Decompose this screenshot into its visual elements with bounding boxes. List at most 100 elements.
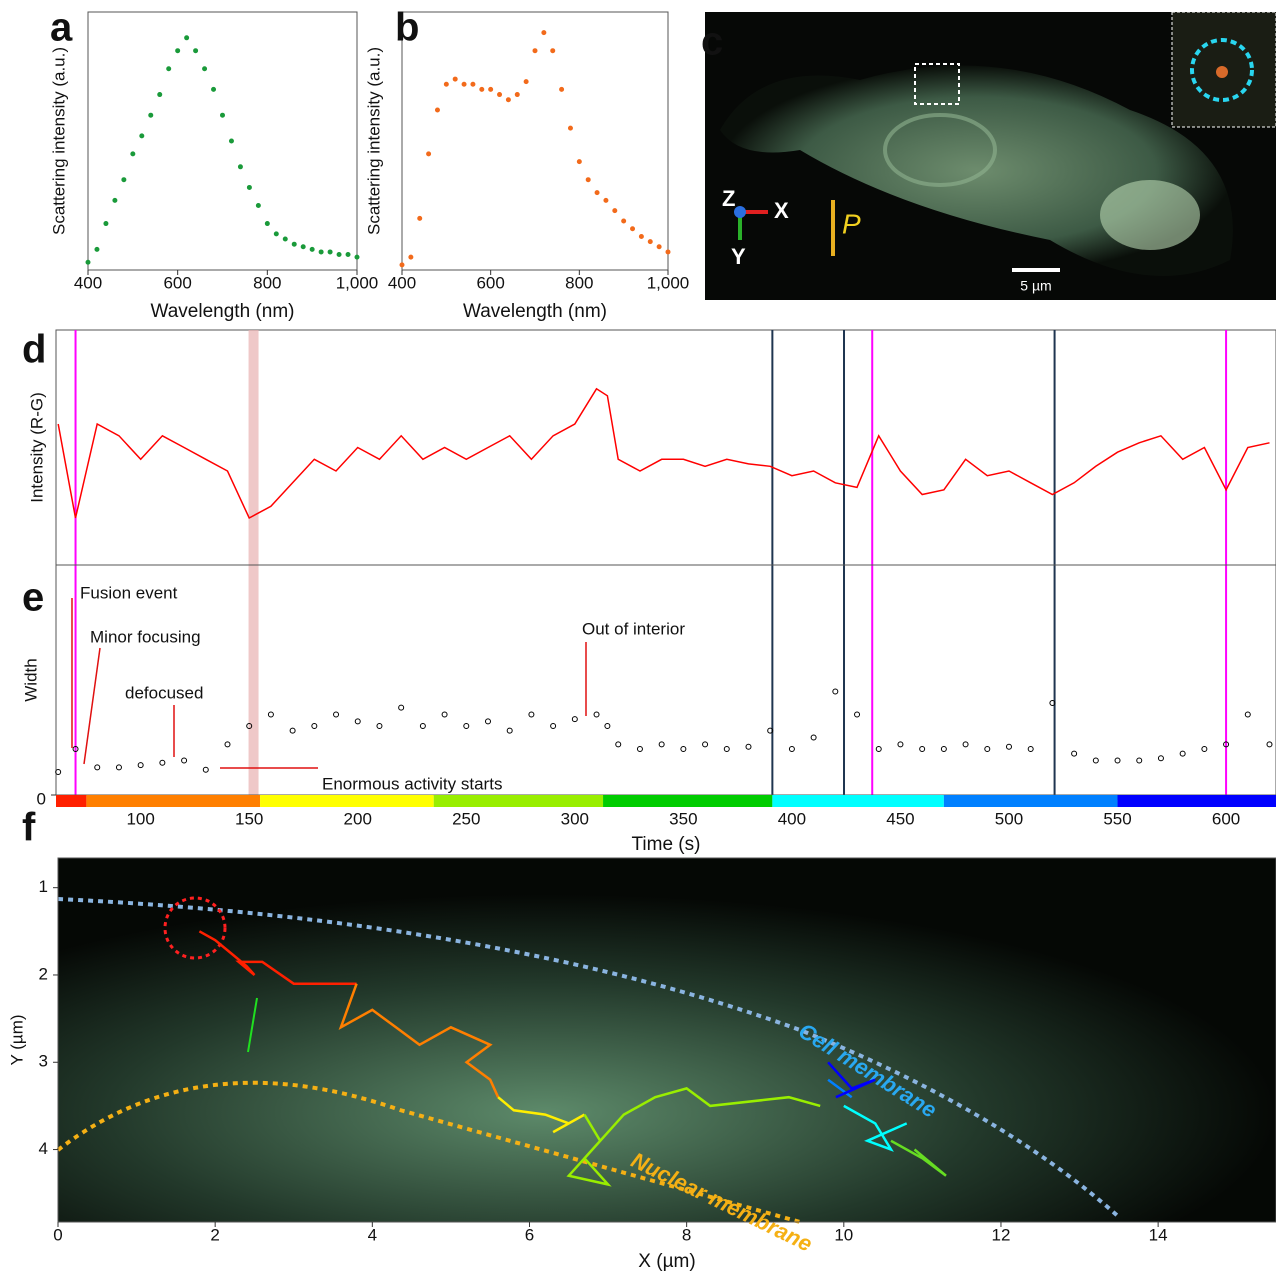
x-axis-label: X (µm): [638, 1251, 695, 1272]
panel-label: e: [22, 576, 44, 620]
data-point: [833, 689, 838, 694]
time-colorbar: [434, 795, 603, 807]
time-colorbar: [56, 795, 86, 807]
y-tick-label: 4: [39, 1139, 48, 1158]
polarization-label: P: [842, 208, 861, 239]
data-point: [920, 747, 925, 752]
data-point: [238, 165, 242, 169]
data-point: [194, 49, 198, 53]
x-tick-label: 450: [886, 809, 914, 828]
data-point: [442, 712, 447, 717]
data-point: [247, 185, 251, 189]
data-point: [485, 719, 490, 724]
data-point: [1093, 758, 1098, 763]
plot-frame: [56, 330, 1276, 565]
data-point: [444, 82, 448, 86]
data-point: [221, 113, 225, 117]
x-tick-label: 300: [561, 809, 589, 828]
data-point: [506, 98, 510, 102]
data-point: [290, 728, 295, 733]
data-point: [551, 724, 556, 729]
data-point: [789, 747, 794, 752]
data-point: [301, 245, 305, 249]
data-point: [355, 255, 359, 259]
x-tick-label: 800: [253, 273, 281, 292]
data-point: [377, 724, 382, 729]
data-point: [1028, 747, 1033, 752]
data-point: [292, 242, 296, 246]
time-colorbar: [86, 795, 260, 807]
data-point: [435, 108, 439, 112]
data-point: [724, 747, 729, 752]
data-point: [586, 178, 590, 182]
x-tick-label: 12: [992, 1225, 1011, 1244]
x-tick-label: 6: [525, 1225, 534, 1244]
annotation: Fusion event: [80, 583, 178, 602]
data-point: [86, 260, 90, 264]
data-point: [616, 742, 621, 747]
y-tick-label: 0: [37, 789, 46, 808]
annotation: Enormous activity starts: [322, 774, 502, 793]
data-point: [811, 735, 816, 740]
data-point: [622, 219, 626, 223]
y-tick-label: 2: [39, 964, 48, 983]
data-point: [400, 263, 404, 267]
data-point: [985, 747, 990, 752]
y-axis-label: Scattering intensity (a.u.): [364, 47, 383, 235]
data-point: [95, 247, 99, 251]
data-point: [498, 93, 502, 97]
data-point: [631, 227, 635, 231]
data-point: [941, 747, 946, 752]
data-point: [657, 245, 661, 249]
x-tick-label: 8: [682, 1225, 691, 1244]
cell-image: c Z X Y P 5 µm: [701, 12, 1276, 300]
data-point: [158, 93, 162, 97]
data-point: [876, 747, 881, 752]
data-point: [149, 113, 153, 117]
y-axis-label: Y (µm): [7, 1014, 26, 1065]
data-point: [453, 77, 457, 81]
x-tick-label: 100: [126, 809, 154, 828]
time-colorbar: [260, 795, 434, 807]
data-point: [1072, 751, 1077, 756]
x-tick-label: 600: [1212, 809, 1240, 828]
data-point: [639, 234, 643, 238]
data-point: [1202, 747, 1207, 752]
data-point: [167, 67, 171, 71]
panel-label: c: [701, 20, 723, 64]
data-point: [462, 82, 466, 86]
data-point: [613, 209, 617, 213]
figure: c Z X Y P 5 µm aScattering intensity (a.…: [0, 0, 1276, 1274]
data-point: [542, 31, 546, 35]
data-point: [529, 712, 534, 717]
annotation: Out of interior: [582, 619, 685, 638]
data-point: [420, 724, 425, 729]
data-point: [681, 747, 686, 752]
data-point: [471, 82, 475, 86]
data-point: [328, 250, 332, 254]
data-point: [703, 742, 708, 747]
x-tick-label: 550: [1103, 809, 1131, 828]
data-point: [229, 139, 233, 143]
time-colorbar: [603, 795, 772, 807]
data-point: [1180, 751, 1185, 756]
panel-label: f: [22, 806, 36, 850]
time-colorbar: [1118, 795, 1276, 807]
data-point: [182, 758, 187, 763]
y-axis-label: Intensity (R-G): [27, 392, 46, 503]
data-point: [533, 49, 537, 53]
data-point: [648, 240, 652, 244]
plot-frame: [88, 12, 357, 270]
data-point: [337, 253, 341, 257]
y-tick-label: 3: [39, 1052, 48, 1071]
data-point: [113, 198, 117, 202]
data-point: [1267, 742, 1272, 747]
x-axis-label: Time (s): [632, 834, 701, 855]
time-colorbar: [772, 795, 943, 807]
data-point: [464, 724, 469, 729]
data-point: [560, 87, 564, 91]
x-tick-label: 400: [74, 273, 102, 292]
data-point: [176, 49, 180, 53]
highlight-band: [249, 330, 259, 795]
x-tick-label: 200: [344, 809, 372, 828]
